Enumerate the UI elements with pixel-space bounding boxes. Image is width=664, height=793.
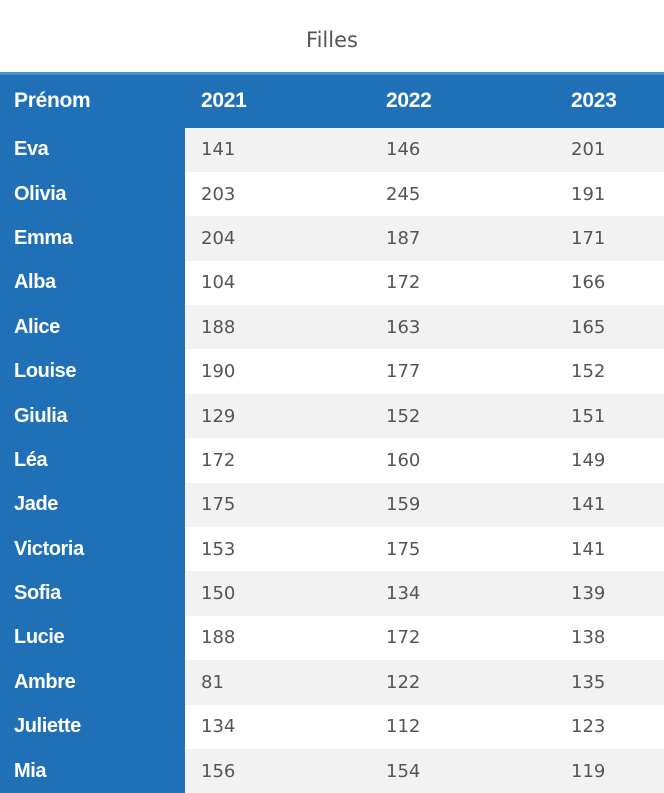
table-row: Emma 204 187 171: [0, 216, 664, 261]
table-row: Lucie 188 172 138: [0, 615, 664, 661]
value-cell-2023: 201: [555, 127, 664, 172]
value-cell-2021: 172: [185, 438, 370, 483]
table-row: Giulia 129 152 151: [0, 393, 664, 439]
value-cell-2022: 112: [370, 704, 555, 749]
value-cell-2022: 177: [370, 349, 555, 394]
value-cell-2021: 203: [185, 171, 370, 217]
row-name-cell: Jade: [0, 482, 185, 528]
row-name-cell: Victoria: [0, 527, 185, 572]
table-row: Victoria 153 175 141: [0, 527, 664, 572]
value-cell-2022: 146: [370, 127, 555, 172]
table-row: Léa 172 160 149: [0, 438, 664, 483]
value-cell-2021: 150: [185, 571, 370, 616]
value-cell-2021: 153: [185, 527, 370, 572]
value-cell-2021: 188: [185, 615, 370, 661]
value-cell-2023: 149: [555, 438, 664, 483]
value-cell-2022: 245: [370, 171, 555, 217]
value-cell-2022: 134: [370, 571, 555, 616]
row-name-cell: Lucie: [0, 615, 185, 661]
row-name-cell: Ambre: [0, 660, 185, 705]
value-cell-2022: 172: [370, 615, 555, 661]
value-cell-2021: 156: [185, 748, 370, 793]
row-name-cell: Louise: [0, 349, 185, 394]
row-name-cell: Sofia: [0, 571, 185, 616]
value-cell-2023: 139: [555, 571, 664, 616]
row-name-cell: Alice: [0, 305, 185, 350]
value-cell-2023: 141: [555, 482, 664, 528]
value-cell-2021: 134: [185, 704, 370, 749]
value-cell-2021: 190: [185, 349, 370, 394]
value-cell-2021: 175: [185, 482, 370, 528]
value-cell-2023: 191: [555, 171, 664, 217]
value-cell-2023: 152: [555, 349, 664, 394]
table-row: Mia 156 154 119: [0, 748, 664, 793]
row-name-cell: Giulia: [0, 393, 185, 439]
table-body: Eva 141 146 201 Olivia 203 245 191 Emma 204 187 171…: [0, 127, 664, 793]
header-row: Prénom 2021 2022 2023: [0, 72, 664, 128]
value-cell-2022: 122: [370, 660, 555, 705]
value-cell-2022: 163: [370, 305, 555, 350]
column-header-2022: 2022: [370, 72, 555, 128]
table-row: Jade 175 159 141: [0, 482, 664, 528]
table-row: Alba 104 172 166: [0, 260, 664, 306]
value-cell-2023: 166: [555, 260, 664, 306]
column-header-2023: 2023: [555, 72, 664, 128]
table-row: Olivia 203 245 191: [0, 171, 664, 217]
value-cell-2021: 104: [185, 260, 370, 306]
value-cell-2023: 151: [555, 393, 664, 439]
value-cell-2023: 135: [555, 660, 664, 705]
value-cell-2023: 123: [555, 704, 664, 749]
names-table: Prénom 2021 2022 2023 Eva 141 146 201 Olivia…: [0, 72, 664, 793]
row-name-cell: Alba: [0, 260, 185, 306]
value-cell-2022: 159: [370, 482, 555, 528]
table-title: Filles: [306, 28, 358, 52]
value-cell-2022: 175: [370, 527, 555, 572]
row-name-cell: Olivia: [0, 171, 185, 217]
value-cell-2021: 129: [185, 393, 370, 439]
value-cell-2021: 81: [185, 660, 370, 705]
value-cell-2021: 188: [185, 305, 370, 350]
table-row: Ambre 81 122 135: [0, 660, 664, 705]
row-name-cell: Juliette: [0, 704, 185, 749]
table-row: Alice 188 163 165: [0, 305, 664, 350]
value-cell-2022: 187: [370, 216, 555, 261]
value-cell-2021: 141: [185, 127, 370, 172]
table-row: Louise 190 177 152: [0, 349, 664, 394]
table-row: Sofia 150 134 139: [0, 571, 664, 616]
value-cell-2023: 171: [555, 216, 664, 261]
row-name-cell: Emma: [0, 216, 185, 261]
value-cell-2022: 160: [370, 438, 555, 483]
column-header-2021: 2021: [185, 72, 370, 128]
row-name-cell: Mia: [0, 748, 185, 793]
row-name-cell: Eva: [0, 127, 185, 172]
value-cell-2022: 154: [370, 748, 555, 793]
table-row: Juliette 134 112 123: [0, 704, 664, 749]
column-header-name: Prénom: [0, 72, 185, 128]
value-cell-2023: 119: [555, 748, 664, 793]
value-cell-2023: 165: [555, 305, 664, 350]
value-cell-2023: 141: [555, 527, 664, 572]
value-cell-2022: 152: [370, 393, 555, 439]
value-cell-2022: 172: [370, 260, 555, 306]
table-row: Eva 141 146 201: [0, 127, 664, 172]
value-cell-2021: 204: [185, 216, 370, 261]
row-name-cell: Léa: [0, 438, 185, 483]
value-cell-2023: 138: [555, 615, 664, 661]
